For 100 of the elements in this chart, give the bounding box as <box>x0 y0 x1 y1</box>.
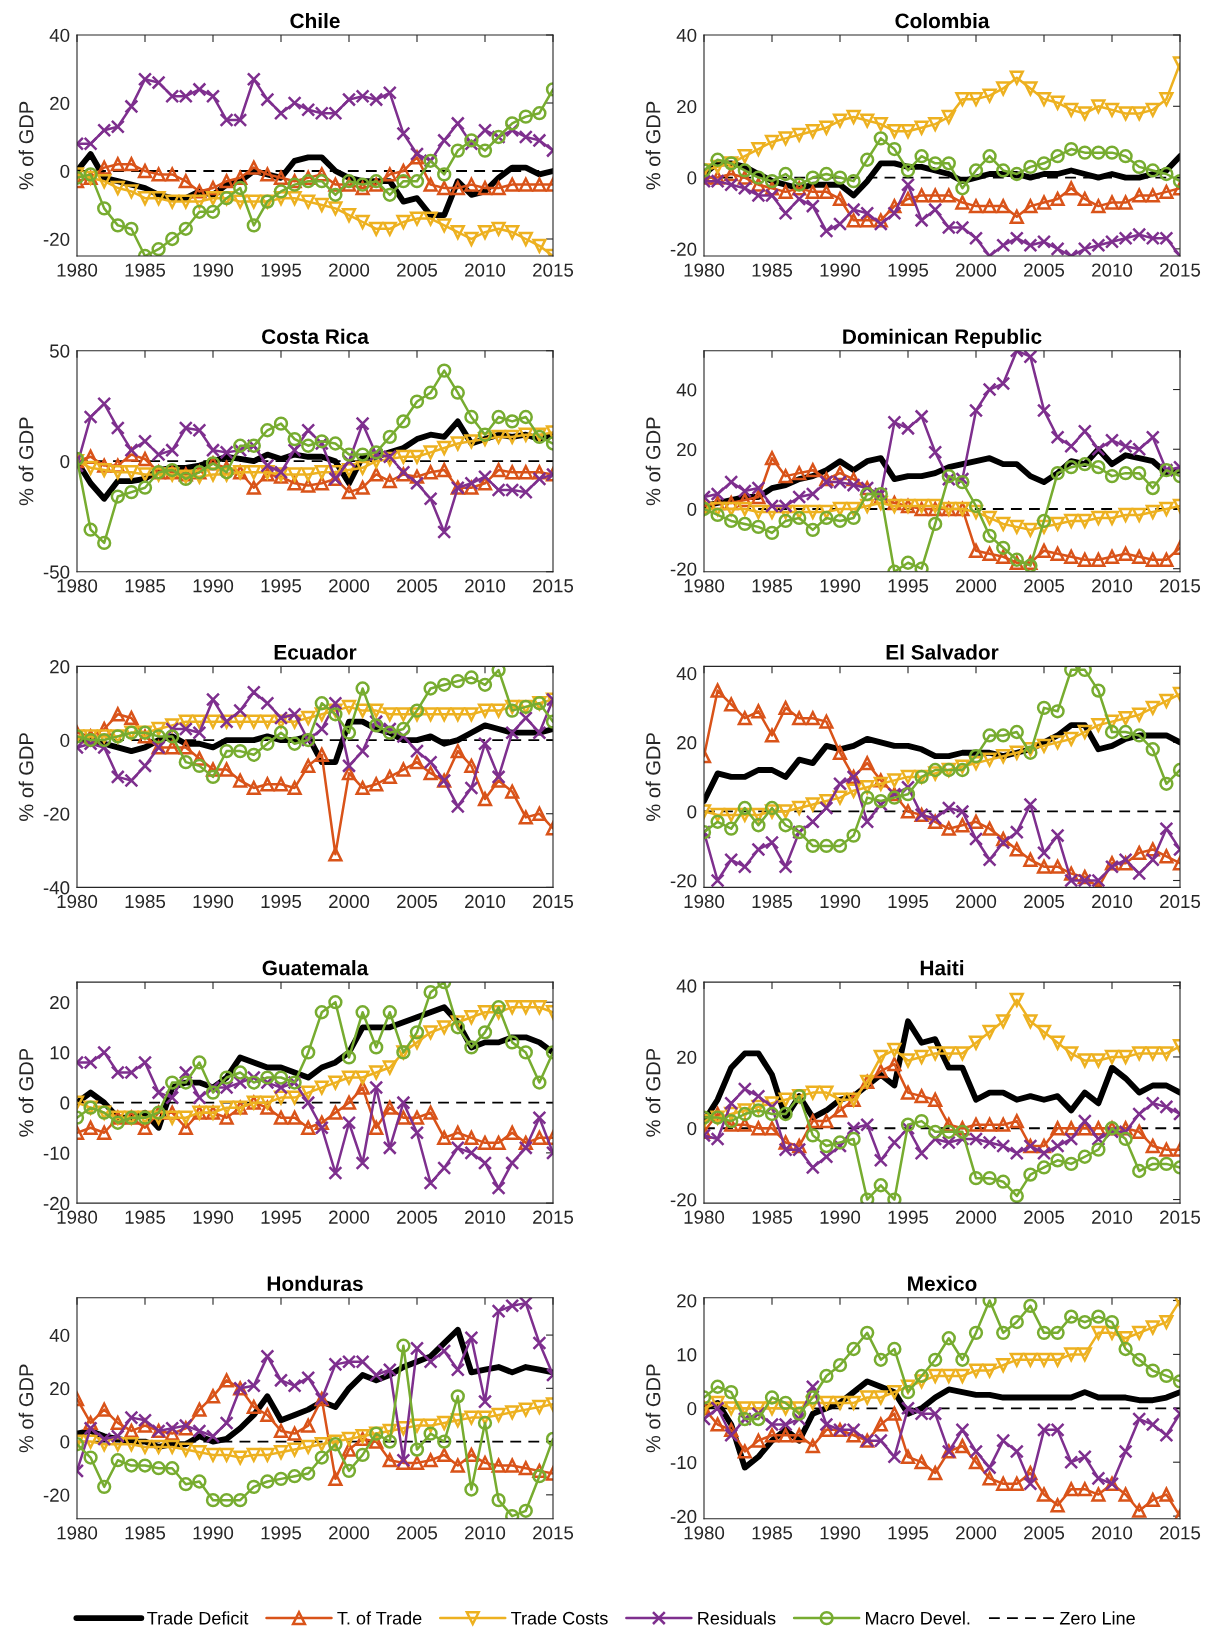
y-tick-label: -50 <box>43 565 70 579</box>
x-tick-label: 1980 <box>684 579 725 593</box>
x-tick-label: 1995 <box>261 263 302 277</box>
x-tick-label: 2000 <box>329 1526 370 1540</box>
y-tick-label: 40 <box>676 383 697 397</box>
x-tick-label: 2005 <box>397 894 438 909</box>
y-axis-title: % of GDP <box>645 733 661 821</box>
chart-title: Costa Rica <box>262 328 369 344</box>
x-tick-label: 1990 <box>820 1210 861 1224</box>
x-tick-label: 2005 <box>397 1210 438 1224</box>
x-tick-label: 2005 <box>1024 263 1065 277</box>
y-tick-label: 0 <box>60 164 70 178</box>
x-tick-label: 2000 <box>956 263 997 277</box>
x-tick-label: 1980 <box>684 894 725 909</box>
x-tick-label: 1980 <box>57 263 98 277</box>
x-tick-label: 2010 <box>1092 579 1133 593</box>
x-tick-label: 2010 <box>465 263 506 277</box>
y-axis-title: % of GDP <box>645 1048 661 1137</box>
x-tick-label: 2005 <box>1024 1210 1065 1224</box>
y-tick-label: -20 <box>670 874 697 888</box>
x-tick-label: 2005 <box>397 263 438 277</box>
x-tick-label: 2015 <box>533 579 574 593</box>
x-tick-label: 2005 <box>1024 579 1065 593</box>
y-tick-label: 40 <box>49 1328 70 1343</box>
y-axis-title: % of GDP <box>18 101 34 190</box>
x-tick-label: 2015 <box>1160 1210 1201 1224</box>
y-tick-label: 10 <box>677 1348 697 1362</box>
y-tick-label: -10 <box>43 1146 70 1160</box>
x-tick-label: 2010 <box>465 579 506 593</box>
x-tick-label: 1990 <box>193 579 234 593</box>
y-tick-label: 20 <box>50 96 70 110</box>
x-tick-label: 1995 <box>888 263 929 277</box>
x-tick-label: 1995 <box>888 579 929 593</box>
chart-title: Colombia <box>895 12 990 29</box>
y-tick-label: 0 <box>60 733 70 748</box>
x-tick-label: 2010 <box>1092 263 1133 277</box>
y-axis-title: % of GDP <box>18 733 34 821</box>
legend-label: Trade Costs <box>511 1611 608 1625</box>
y-tick-label: -20 <box>670 1509 697 1524</box>
x-tick-label: 2000 <box>956 1526 997 1540</box>
chart-title: Mexico <box>908 1275 977 1292</box>
y-axis-title: % of GDP <box>18 417 34 506</box>
chart-title: El Salvador <box>886 644 999 660</box>
y-tick-label: 20 <box>50 660 70 674</box>
y-tick-label: 0 <box>687 502 697 516</box>
y-tick-label: 20 <box>50 995 70 1010</box>
y-tick-label: 20 <box>677 736 697 750</box>
y-tick-label: 0 <box>687 805 697 819</box>
y-tick-label: -20 <box>43 1488 70 1502</box>
chart-title: Ecuador <box>274 644 357 660</box>
x-tick-label: 1985 <box>752 579 793 593</box>
y-tick-label: -20 <box>43 232 70 246</box>
x-tick-label: 1990 <box>820 894 861 909</box>
y-axis-title: % of GDP <box>645 101 661 190</box>
x-tick-label: 1985 <box>752 1526 793 1540</box>
x-tick-label: 2000 <box>329 579 370 593</box>
legend-label: Macro Devel. <box>866 1611 970 1625</box>
chart-title: Dominican Republic <box>843 328 1042 349</box>
x-tick-label: 1990 <box>193 894 234 909</box>
legend-label: T. of Trade <box>337 1611 422 1625</box>
x-tick-label: 2015 <box>1160 263 1201 277</box>
x-tick-label: 1985 <box>125 1526 166 1540</box>
x-tick-label: 1980 <box>57 1210 98 1224</box>
y-tick-label: -20 <box>670 242 697 256</box>
x-tick-label: 1985 <box>125 894 166 909</box>
x-tick-label: 1985 <box>125 579 166 593</box>
x-tick-label: 1980 <box>684 1210 725 1224</box>
x-tick-label: 2010 <box>465 1210 506 1224</box>
x-tick-label: 2010 <box>1092 1526 1133 1540</box>
y-axis-title: % of GDP <box>18 1048 34 1137</box>
x-tick-label: 1995 <box>888 894 929 909</box>
y-tick-label: 0 <box>687 1121 697 1136</box>
x-tick-label: 1990 <box>820 263 861 277</box>
x-tick-label: 2000 <box>329 894 370 909</box>
y-tick-label: 0 <box>687 171 697 185</box>
y-tick-label: 10 <box>50 1046 70 1060</box>
x-tick-label: 2000 <box>956 894 997 909</box>
y-axis-title: % of GDP <box>645 1364 661 1453</box>
y-tick-label: 20 <box>50 1382 70 1396</box>
legend-label: Zero Line <box>1059 1611 1135 1625</box>
x-tick-label: 2010 <box>1092 1210 1133 1224</box>
x-tick-label: 1990 <box>820 1526 861 1540</box>
y-tick-label: -40 <box>43 881 70 895</box>
x-tick-label: 1985 <box>125 1210 166 1224</box>
x-tick-label: 2005 <box>1024 894 1065 909</box>
x-tick-label: 1980 <box>57 1526 98 1540</box>
y-tick-label: 0 <box>687 1402 697 1416</box>
y-tick-label: 40 <box>49 28 70 42</box>
x-tick-label: 2015 <box>533 894 574 909</box>
y-tick-label: 50 <box>49 344 70 358</box>
y-tick-label: 40 <box>676 979 697 993</box>
x-tick-label: 2010 <box>1092 894 1133 909</box>
y-tick-label: 0 <box>60 1435 70 1449</box>
x-tick-label: 2015 <box>1160 1526 1201 1540</box>
y-tick-label: 20 <box>677 1050 697 1064</box>
y-tick-label: -20 <box>43 1196 70 1211</box>
x-tick-label: 1990 <box>193 1526 234 1540</box>
x-tick-label: 2000 <box>329 1210 370 1224</box>
y-axis-title: % of GDP <box>645 417 661 506</box>
chart-title: Guatemala <box>262 960 369 976</box>
